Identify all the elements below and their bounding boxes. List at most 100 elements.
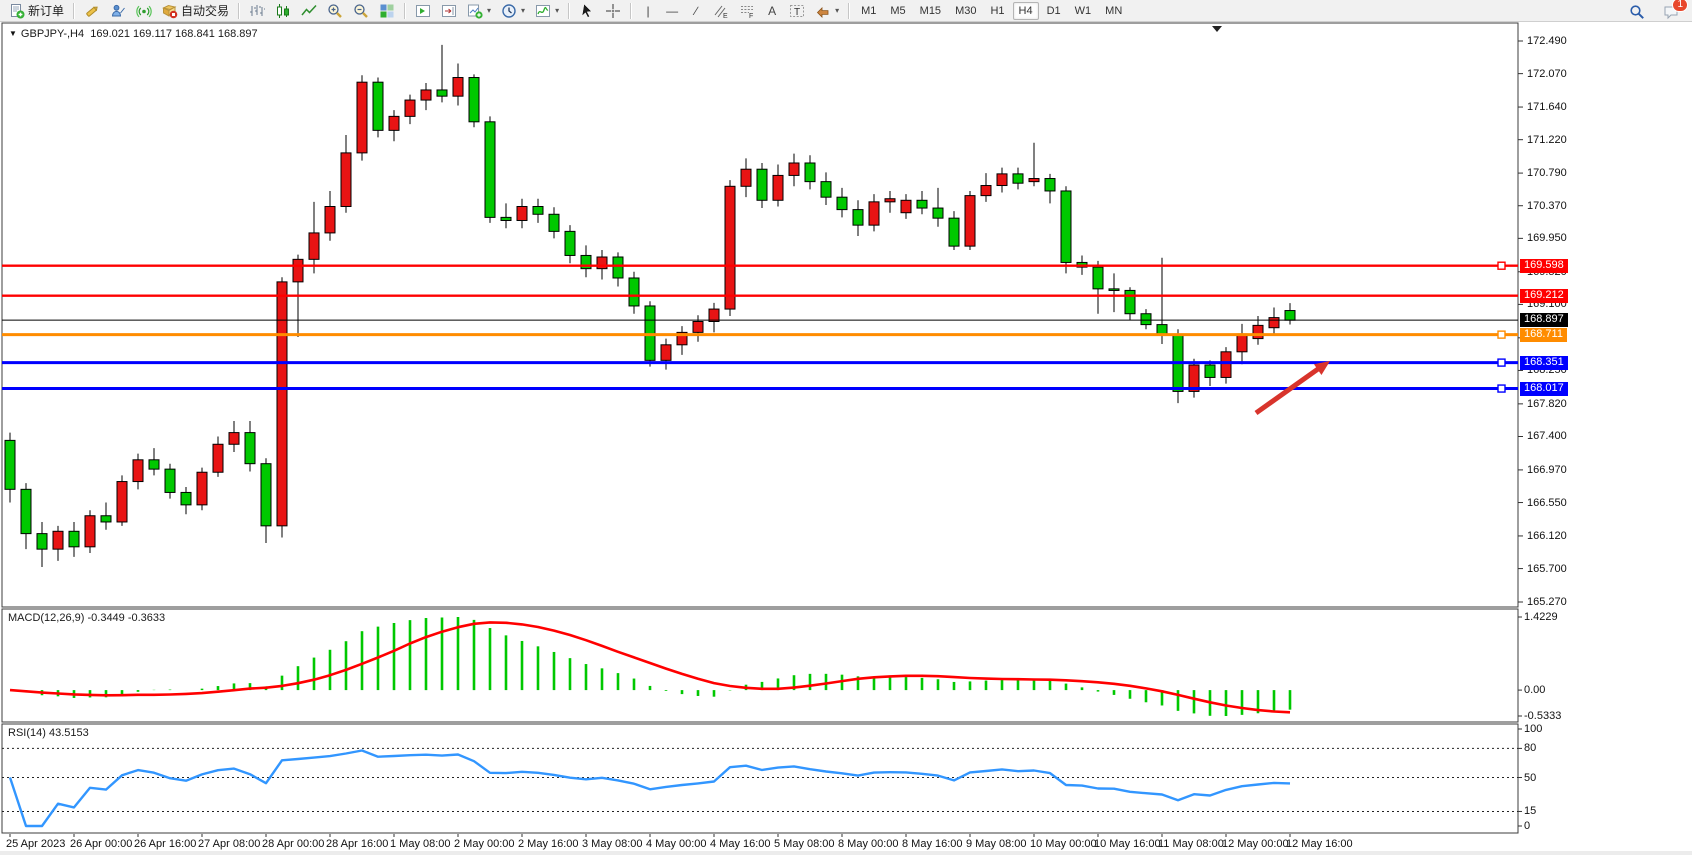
trend-arrow-head (1313, 361, 1330, 375)
chevron-down-icon: ▾ (521, 6, 526, 15)
autotrade-button[interactable]: 自动交易 (158, 0, 233, 22)
candle-body (1140, 313, 1152, 326)
time-axis-label: 27 Apr 08:00 (198, 838, 261, 850)
price-tick-label: 167.820 (1527, 397, 1567, 410)
timeframe-m15[interactable]: M15 (919, 4, 942, 17)
candle-body (916, 199, 928, 209)
new-order-button[interactable]: 新订单 (5, 0, 68, 22)
macd-signal-line (9, 621, 1291, 714)
new-chart-button[interactable]: ▾ (463, 0, 495, 22)
indicators-button[interactable]: ▾ (531, 0, 563, 22)
trendline-button[interactable]: ∕ (685, 0, 707, 22)
macd-values: -0.3449 -0.3633 (87, 612, 166, 624)
main-toolbar: 新订单 自动交易 ▾ ▾ ▾ | — ∕ E F A T ▾ M1 M5 M15 M30 H1 H4 D1 W1 MN (0, 0, 1692, 22)
candle-body (548, 213, 560, 232)
time-axis-label: 9 May 08:00 (966, 838, 1027, 850)
profiles-button[interactable] (106, 0, 130, 22)
candle-body (740, 168, 752, 187)
candle-body (900, 199, 912, 214)
price-tag-168.711: 168.711 (1520, 327, 1567, 342)
price-tag-169.212: 169.212 (1520, 288, 1568, 303)
signals-button[interactable] (132, 0, 156, 22)
rsi-axis-label: 100 (1524, 723, 1543, 735)
candle-body (724, 185, 736, 310)
timeframe-m1[interactable]: M1 (861, 4, 877, 17)
arrows-button[interactable]: ▾ (811, 0, 843, 22)
price-tick-label: 172.490 (1527, 35, 1567, 47)
fibonacci-button[interactable]: F (735, 0, 759, 22)
label-icon: T (790, 4, 805, 18)
candle-body (596, 256, 608, 270)
chevron-down-icon[interactable]: ▼ (9, 29, 17, 38)
timeframe-w1[interactable]: W1 (1074, 4, 1092, 17)
new-chart-icon (468, 4, 483, 19)
candle-body (68, 530, 80, 548)
timeframe-h4[interactable]: H4 (1012, 1, 1039, 20)
bar-chart-icon (250, 4, 266, 16)
chat-icon[interactable]: 1 (1659, 0, 1688, 23)
candle-body (1188, 364, 1200, 392)
candle-body (676, 331, 688, 346)
profile-icon (112, 4, 125, 16)
price-tag-168.017: 168.017 (1520, 381, 1568, 396)
channel-button[interactable]: E (709, 0, 733, 22)
candle-body (580, 254, 592, 270)
search-icon[interactable] (1625, 1, 1649, 23)
style-button[interactable] (80, 0, 104, 22)
main-panel-frame (1, 22, 1519, 608)
macd-axis-label: 0.00 (1524, 684, 1546, 697)
timeframe-mn[interactable]: MN (1105, 4, 1123, 17)
hline-button[interactable]: — (661, 0, 683, 22)
candle-body (244, 432, 256, 465)
candle-body (1204, 364, 1216, 378)
candle-body (996, 173, 1008, 187)
new-order-icon (11, 3, 25, 18)
candle-body (612, 256, 624, 279)
candle-body (148, 459, 160, 470)
line-chart-button[interactable] (297, 0, 321, 22)
rsi-line (8, 749, 1291, 828)
candle-body (628, 277, 640, 307)
candle-body (468, 77, 480, 123)
timeframe-h1[interactable]: H1 (990, 4, 1005, 17)
timeframe-m5[interactable]: M5 (890, 4, 906, 17)
price-tick-label: 166.550 (1527, 496, 1567, 509)
bar-chart-button[interactable] (245, 0, 269, 22)
cursor-button[interactable] (575, 0, 599, 22)
notification-badge: 1 (1672, 0, 1688, 12)
toolbar-separator (404, 2, 407, 19)
hline-anchor-marker (1497, 261, 1506, 270)
timeframe-m30[interactable]: M30 (955, 4, 977, 17)
candle-chart-button[interactable] (271, 0, 295, 22)
text-label-button[interactable]: T (785, 0, 809, 22)
hline-anchor-marker (1497, 358, 1506, 367)
vline-button[interactable]: | (637, 0, 659, 22)
time-axis-label: 2 May 00:00 (454, 838, 515, 850)
crosshair-button[interactable] (601, 0, 625, 22)
timeframe-d1[interactable]: D1 (1046, 4, 1061, 17)
chart-shift-button[interactable] (437, 0, 461, 22)
svg-text:E: E (723, 13, 728, 19)
periods-button[interactable]: ▾ (497, 0, 529, 22)
time-axis-label: 28 Apr 16:00 (326, 838, 389, 850)
auto-scroll-button[interactable] (411, 0, 435, 22)
price-tick-label: 172.070 (1527, 67, 1567, 80)
candles-layer (4, 44, 1296, 568)
macd-axis-label: -0.5333 (1524, 710, 1562, 722)
candle-body (772, 174, 784, 201)
candle-body (180, 491, 192, 506)
hline-anchor-marker (1497, 330, 1506, 339)
rsi-axis-label: 50 (1524, 771, 1537, 784)
zoom-out-button[interactable] (349, 0, 373, 22)
candle-body (212, 443, 224, 473)
text-button[interactable]: A (761, 0, 783, 22)
tile-windows-button[interactable] (375, 0, 399, 22)
candle-body (372, 81, 384, 131)
time-axis-label: 1 May 08:00 (390, 838, 451, 850)
zoom-in-button[interactable] (323, 0, 347, 22)
arrows-icon (817, 6, 829, 18)
time-axis-label: 12 May 00:00 (1222, 838, 1289, 850)
candle-body (1252, 324, 1264, 340)
